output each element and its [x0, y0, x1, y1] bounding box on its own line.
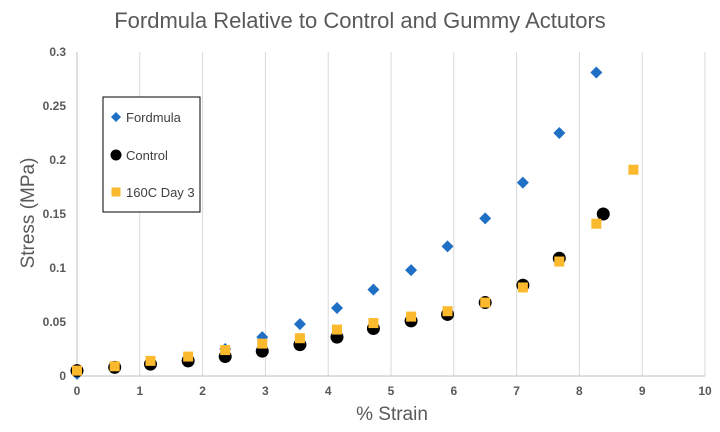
legend-marker: [111, 112, 121, 122]
x-tick-label: 8: [576, 384, 583, 398]
data-point: [72, 365, 82, 376]
data-point: [367, 283, 380, 296]
data-point: [596, 207, 610, 221]
legend-marker: [110, 149, 122, 161]
y-tick-label: 0.15: [43, 207, 67, 221]
legend-label: Control: [126, 148, 168, 163]
data-point: [293, 318, 306, 331]
data-point: [554, 256, 565, 267]
y-axis-title: Stress (MPa): [18, 158, 39, 269]
x-tick-label: 3: [262, 384, 269, 398]
series-2: [72, 164, 639, 376]
x-tick-labels: 0 1 2 3 4 5 6 7 8 9 10: [74, 384, 712, 398]
x-axis-title: % Strain: [356, 404, 428, 425]
data-point: [109, 361, 120, 372]
series-1: [70, 207, 610, 378]
y-tick-label: 0: [59, 369, 66, 383]
data-point: [479, 212, 492, 225]
data-point: [517, 282, 528, 293]
x-tick-label: 0: [74, 384, 81, 398]
data-point: [330, 301, 343, 314]
data-point: [405, 264, 418, 277]
x-tick-label: 4: [325, 384, 332, 398]
data-point: [516, 176, 529, 189]
data-point: [441, 240, 454, 253]
legend-label: Fordmula: [126, 110, 182, 125]
x-tick-label: 7: [513, 384, 520, 398]
data-point: [257, 338, 268, 349]
x-tick-label: 2: [199, 384, 206, 398]
data-point: [220, 345, 231, 356]
grid-lines: [139, 52, 706, 376]
data-point: [553, 127, 566, 139]
data-point: [480, 297, 491, 308]
x-tick-label: 1: [136, 384, 143, 398]
x-tick-label: 9: [639, 384, 646, 398]
data-point: [145, 355, 156, 366]
data-point: [590, 66, 603, 79]
legend-marker: [111, 187, 121, 197]
data-point: [591, 218, 602, 229]
chart-title: Fordmula Relative to Control and Gummy A…: [114, 8, 606, 33]
data-point: [331, 324, 342, 335]
x-tick-label: 5: [388, 384, 395, 398]
data-point: [183, 351, 194, 362]
legend: Fordmula Control 160C Day 3: [102, 96, 201, 213]
axes: [76, 52, 705, 377]
data-point: [628, 164, 639, 175]
y-tick-label: 0.25: [43, 99, 67, 113]
data-points: [70, 66, 639, 380]
x-tick-label: 10: [698, 384, 712, 398]
data-point: [368, 318, 379, 329]
data-point: [442, 306, 453, 317]
y-tick-label: 0.1: [49, 261, 66, 275]
y-tick-label: 0.2: [49, 153, 66, 167]
data-point: [294, 333, 305, 344]
y-tick-labels: 0 0.05 0.1 0.15 0.2 0.25 0.3: [43, 45, 67, 383]
data-point: [406, 311, 417, 322]
y-tick-label: 0.3: [49, 45, 66, 59]
y-tick-label: 0.05: [43, 315, 67, 329]
legend-label: 160C Day 3: [126, 185, 195, 200]
x-tick-label: 6: [450, 384, 457, 398]
